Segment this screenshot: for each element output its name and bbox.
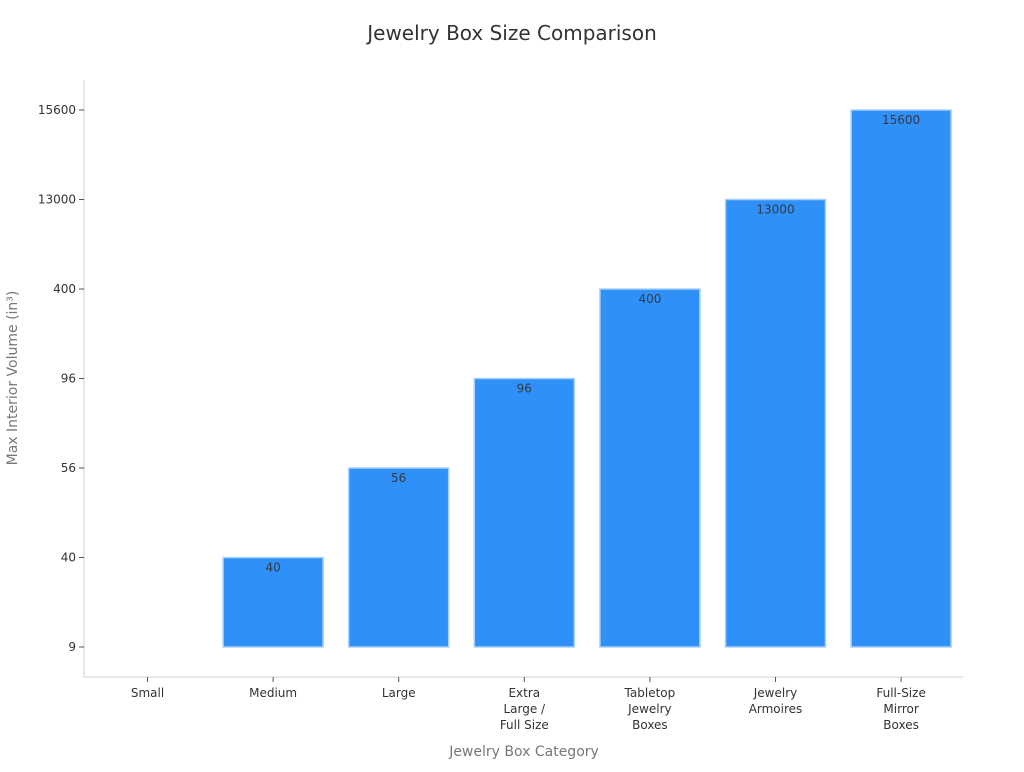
x-tick-label: Small xyxy=(131,686,164,700)
x-axis-label: Jewelry Box Category xyxy=(448,744,599,760)
bar xyxy=(473,377,576,648)
y-tick-label: 9 xyxy=(68,640,76,654)
x-tick-label: Mirror xyxy=(883,702,918,716)
chart-title: Jewelry Box Size Comparison xyxy=(365,21,657,45)
bar-value-label: 13000 xyxy=(756,203,794,217)
y-tick-label: 96 xyxy=(61,372,76,386)
x-tick-label: Boxes xyxy=(883,718,919,732)
x-tick-label: Large xyxy=(382,686,416,700)
x-tick-label: Full Size xyxy=(500,718,549,732)
x-tick-label: Tabletop xyxy=(624,686,676,700)
x-tick-label: Large / xyxy=(503,702,546,716)
x-tick-label: Jewelry xyxy=(627,702,672,716)
y-tick-label: 400 xyxy=(53,282,76,296)
bar xyxy=(850,109,952,648)
bar xyxy=(599,288,701,648)
x-tick-label: Jewelry xyxy=(753,686,798,700)
y-tick-label: 15600 xyxy=(38,103,76,117)
bar-value-label: 40 xyxy=(265,561,280,575)
bar xyxy=(724,198,827,648)
y-axis-label: Max Interior Volume (in³) xyxy=(5,291,21,466)
bar-value-label: 56 xyxy=(391,471,406,485)
x-tick-label: Extra xyxy=(508,686,540,700)
bar-value-label: 15600 xyxy=(882,113,920,127)
bar-value-label: 400 xyxy=(638,292,661,306)
bar-value-label: 96 xyxy=(517,382,532,396)
bar xyxy=(222,556,324,648)
bar xyxy=(347,467,450,648)
y-tick-label: 40 xyxy=(61,551,76,565)
x-tick-label: Boxes xyxy=(632,718,668,732)
x-tick-label: Medium xyxy=(249,686,297,700)
x-tick-label: Full-Size xyxy=(876,686,925,700)
y-tick-label: 56 xyxy=(61,461,76,475)
x-tick-label: Armoires xyxy=(749,702,803,716)
y-tick-label: 13000 xyxy=(38,193,76,207)
